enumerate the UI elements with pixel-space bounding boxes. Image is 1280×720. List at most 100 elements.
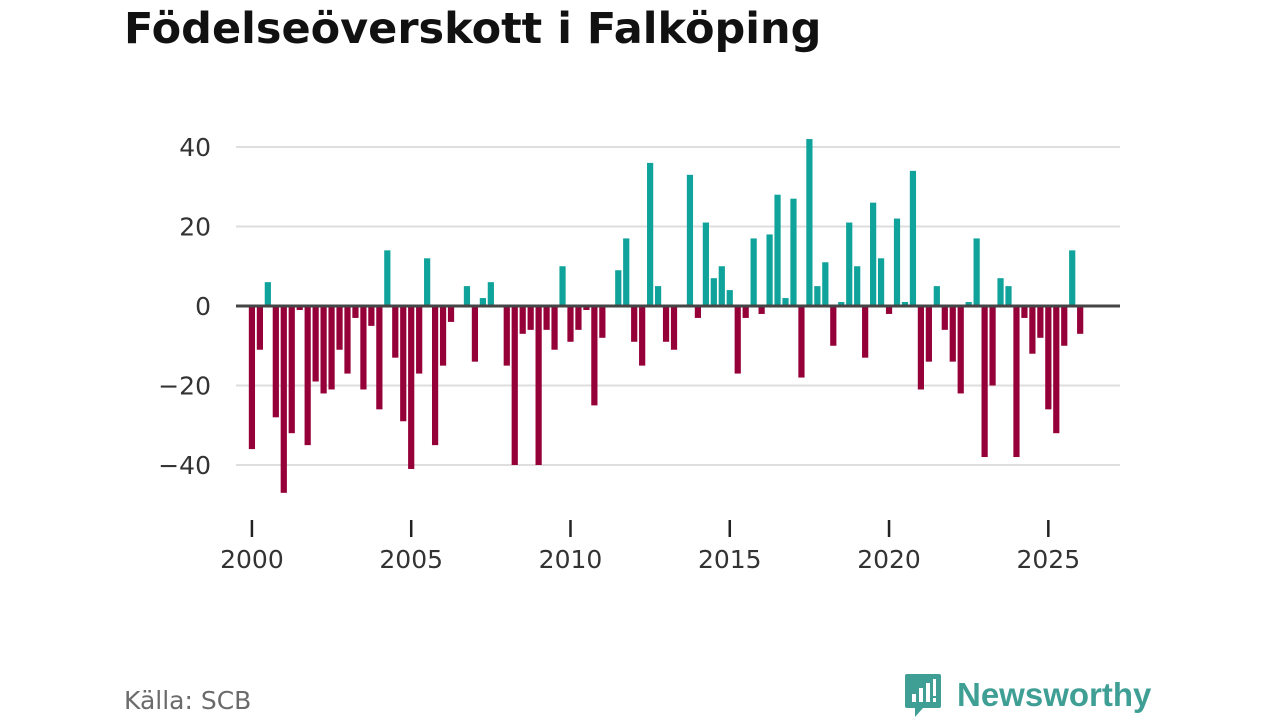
bar	[392, 306, 399, 358]
bar	[280, 306, 287, 493]
x-tick-label: 2015	[698, 545, 762, 574]
bar	[766, 234, 773, 306]
bar	[352, 306, 359, 318]
bar	[854, 266, 861, 306]
bar	[941, 306, 948, 330]
bars	[248, 139, 1084, 493]
y-axis: 40 20 0 −20 −40	[158, 133, 211, 480]
bar	[901, 302, 909, 306]
source-note: Källa: SCB	[124, 686, 252, 715]
bar	[615, 270, 622, 306]
bar	[376, 306, 383, 410]
bar	[1061, 306, 1068, 346]
bar	[734, 306, 741, 374]
x-tick-label: 2010	[539, 545, 603, 574]
bar	[1037, 306, 1044, 338]
bar	[973, 238, 980, 306]
bar	[463, 286, 471, 307]
bar	[917, 306, 924, 390]
bar	[344, 306, 351, 374]
bar	[519, 306, 526, 334]
bar	[909, 170, 917, 306]
chart-title: Födelseöverskott i Falköping	[124, 4, 822, 54]
bar	[543, 306, 550, 330]
bar	[726, 290, 733, 306]
bar	[997, 278, 1004, 306]
bar	[431, 306, 439, 446]
newsworthy-logo: Newsworthy	[903, 670, 1151, 720]
bar	[296, 306, 303, 310]
bar	[662, 306, 670, 342]
bar	[248, 306, 256, 450]
y-tick-label: 40	[179, 133, 211, 162]
bar	[567, 306, 574, 342]
bar	[312, 306, 319, 382]
bar	[336, 306, 343, 350]
bar	[416, 306, 423, 374]
bar	[862, 306, 869, 358]
bar	[1069, 250, 1076, 306]
bar	[487, 282, 494, 306]
bar	[1021, 306, 1028, 318]
x-tick-label: 2000	[220, 545, 284, 574]
bar	[798, 306, 805, 378]
y-tick-label: −40	[158, 451, 211, 480]
bar	[806, 139, 813, 306]
bar	[264, 282, 271, 306]
bar	[559, 266, 566, 306]
bar	[647, 162, 654, 306]
bar	[320, 306, 327, 394]
bar	[575, 306, 582, 330]
bar	[400, 306, 407, 422]
bar	[925, 306, 932, 362]
bar	[670, 306, 678, 350]
y-tick-label: 0	[195, 292, 211, 321]
bar	[742, 306, 749, 318]
bar	[288, 306, 295, 434]
bar	[408, 306, 415, 469]
bar	[1077, 306, 1084, 334]
bar	[272, 306, 279, 418]
bar	[957, 306, 964, 394]
bar	[447, 306, 455, 322]
bar	[1029, 306, 1036, 354]
bar	[471, 306, 479, 362]
bar	[965, 302, 972, 306]
bar	[1005, 286, 1012, 307]
bar	[814, 286, 821, 307]
bar	[702, 222, 709, 306]
bar	[782, 298, 789, 306]
bar	[304, 306, 311, 446]
bar	[1013, 306, 1020, 458]
bar	[439, 306, 447, 366]
bar	[551, 306, 558, 350]
bar	[384, 250, 391, 306]
bar	[774, 194, 781, 306]
bar	[535, 306, 542, 465]
bar	[718, 266, 725, 306]
bar	[599, 306, 606, 338]
bar	[893, 218, 901, 306]
bar	[981, 306, 988, 458]
bar	[631, 306, 638, 342]
bar	[479, 298, 486, 306]
bar	[686, 174, 694, 306]
bar	[846, 222, 853, 306]
brand-name: Newsworthy	[957, 676, 1152, 713]
bar	[424, 258, 431, 306]
bar	[949, 306, 956, 362]
bar	[877, 258, 885, 306]
x-tick-label: 2020	[857, 545, 921, 574]
bar	[989, 306, 996, 386]
bar	[256, 306, 263, 350]
bar	[830, 306, 837, 346]
bar	[710, 278, 717, 306]
gridlines	[236, 146, 1120, 466]
bar	[360, 306, 367, 390]
bar	[694, 306, 702, 318]
bar	[870, 202, 877, 306]
y-tick-label: 20	[179, 213, 211, 242]
x-tick-label: 2025	[1017, 545, 1081, 574]
bar	[885, 306, 893, 314]
